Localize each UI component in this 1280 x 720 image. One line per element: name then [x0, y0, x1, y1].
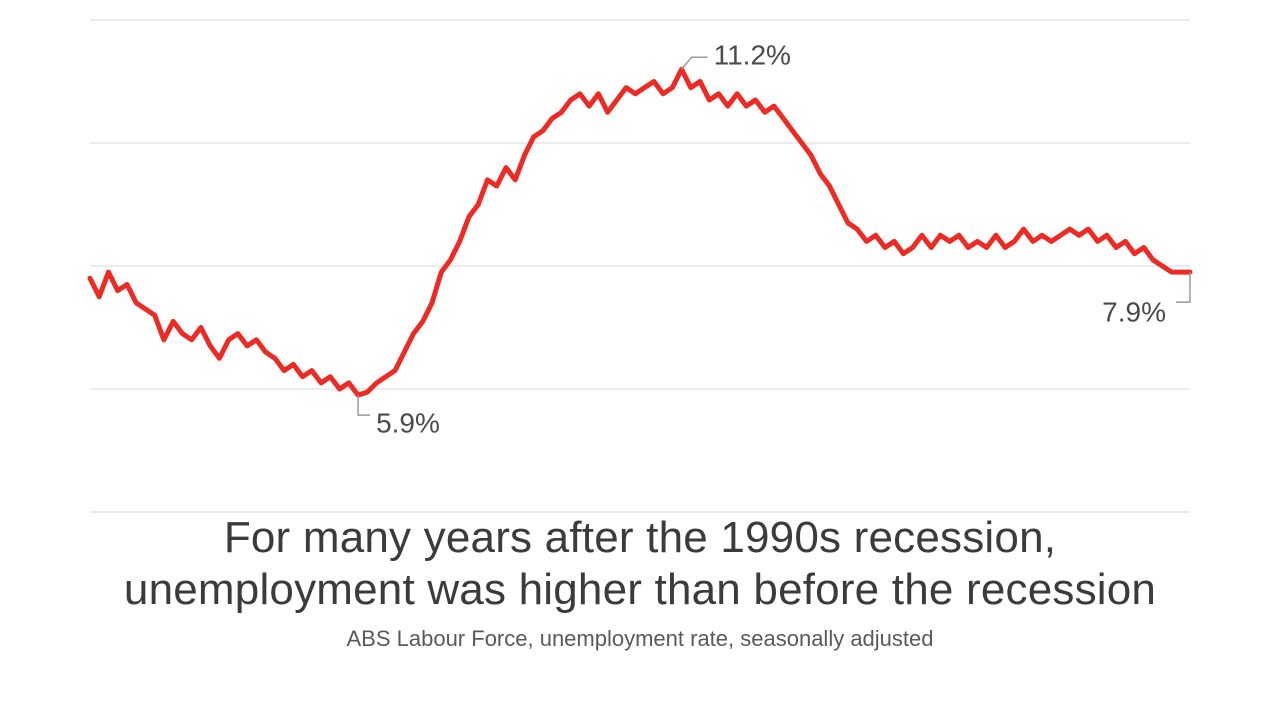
chart-container: 11.2% 5.9% 7.9% For many years after the 1… [0, 0, 1280, 720]
chart-subtitle: ABS Labour Force, unemployment rate, sea… [0, 626, 1280, 652]
title-block: For many years after the 1990s recession… [0, 512, 1280, 652]
title-line-1: For many years after the 1990s recession… [224, 513, 1056, 562]
annotation-label: 11.2% [714, 40, 791, 71]
annotation-leader [358, 395, 370, 415]
annotation-label: 7.9% [1102, 297, 1166, 328]
annotation-leader [682, 57, 708, 69]
annotation-label: 5.9% [376, 408, 440, 439]
title-line-2: unemployment was higher than before the … [124, 565, 1156, 614]
annotation-leader [1176, 272, 1190, 302]
chart-svg: 11.2% 5.9% 7.9% [0, 0, 1280, 520]
chart-title: For many years after the 1990s recession… [0, 512, 1280, 616]
unemployment-line [90, 69, 1190, 395]
